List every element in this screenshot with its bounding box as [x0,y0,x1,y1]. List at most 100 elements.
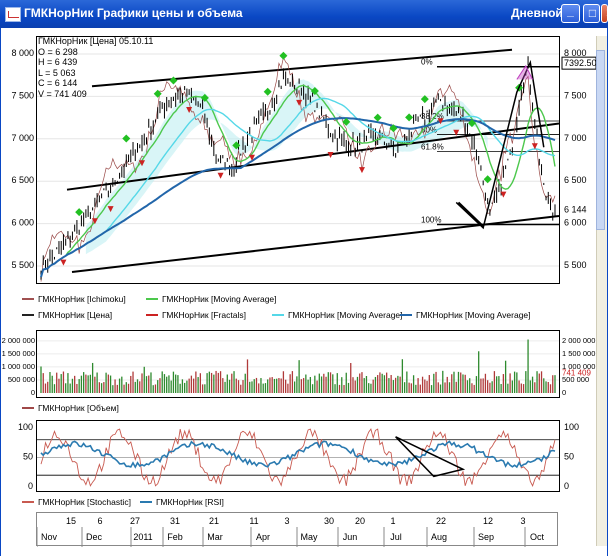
title-bar[interactable]: ГМКНорНик Графики цены и объема Дневной [0,0,608,28]
time-month-label: Jun [343,532,358,542]
osc-left-tick: 100 [18,422,33,432]
osc-right-axis: 100 50 0 [560,420,596,492]
price-right-tick: 7 000 [564,133,587,143]
ma-blue-line [40,117,556,278]
ichimoku-cloud [85,79,488,255]
time-axis[interactable]: 15 6 27 31 21 11 3 30 20 1 22 12 3 Nov Dec 2011 Feb Mar Ap… [36,512,558,547]
volume-right-tick: 1 000 000 [562,362,595,371]
volume-panel[interactable] [36,330,560,398]
fractal-down-marker [296,99,303,106]
price-left-tick: 6 500 [11,175,34,185]
time-month-label: Nov [41,532,58,542]
fractal-down-marker [248,154,255,161]
oscillator-panel[interactable] [36,420,560,492]
legend-label: ГМКНорНик [Fractals] [162,310,246,320]
pink-zigzag [516,64,534,80]
fractal-up-marker [342,117,351,126]
price-left-axis: 8 000 7 500 7 000 6 500 6 000 5 500 [0,36,36,282]
volume-right-axis: 2 000 000 1 500 000 1 000 000 500 000 0 741 4… [560,330,596,400]
ohlc-open: O = 6 298 [38,46,78,57]
price-legend: ГМКНорНик [Ichimoku] ГМКНорНик [Moving Av… [0,293,560,325]
legend-label: ГМКНорНик [Moving Average] [416,310,531,320]
ohlc-high: H = 6 439 [38,57,78,67]
time-day-label: 31 [170,516,180,526]
time-month-label: Dec [86,532,103,542]
fractal-down-marker [139,160,146,167]
legend-label: ГМКНорНик [Цена] [38,310,112,320]
rsi-line [40,440,556,469]
legend-label: ГМКНорНик [Ichimoku] [38,294,126,304]
volume-left-axis: 2 000 000 1 500 000 1 000 000 500 000 0 [0,330,36,400]
time-day-label: 6 [97,516,102,526]
time-month-label: Jul [390,532,402,542]
ma-green-line [40,84,556,278]
fractal-up-marker [122,134,131,143]
volume-chart[interactable] [37,331,559,397]
volume-left-tick: 2 000 000 [2,336,35,345]
fractal-up-marker [75,208,84,217]
price-right-axis: 8 000 7 500 7 000 6 500 6 000 5 500 7392.50 6 1… [560,36,597,282]
close-button[interactable] [601,4,608,23]
fractal-down-marker [453,129,460,136]
time-day-label: 22 [436,516,446,526]
fractal-up-marker [263,87,272,96]
price-high-marker: 7392.50 [564,58,596,68]
fib-label: 61.8% [421,143,444,152]
time-day-label: 3 [520,516,525,526]
osc-right-tick: 50 [564,451,574,461]
volume-right-tick: 500 000 [562,375,589,384]
fractal-up-marker [169,76,178,85]
price-last-marker: 6 144 [564,204,587,214]
time-day-label: 11 [249,516,258,526]
price-panel[interactable]: 0% 38.2% 50% 61.8% 100% [36,36,560,284]
osc-left-tick: 0 [28,481,33,491]
window-title: ГМКНорНик Графики цены и объема [24,6,243,20]
fractal-up-marker [310,87,319,96]
ohlc-volume: V = 741 409 [38,88,87,99]
fractal-down-marker [327,151,334,158]
fib-label: 100% [421,215,441,224]
fractal-up-marker [200,93,209,102]
volume-left-tick: 0 [31,388,35,397]
legend-label: ГМКНорНик [Moving Average] [288,310,403,320]
price-chart[interactable]: 0% 38.2% 50% 61.8% 100% [37,37,559,283]
zigzag-line [455,59,545,230]
time-day-label: 27 [130,516,140,526]
vertical-scrollbar[interactable] [596,36,607,546]
fractal-up-marker [467,119,476,128]
legend-label: ГМКНорНик [Объем] [38,403,119,413]
fractal-down-marker [531,143,538,150]
price-left-tick: 6 000 [11,218,34,228]
ma-cyan-line [40,97,556,278]
oscillator-chart[interactable] [37,421,559,491]
chart-app-icon [5,7,21,22]
trendline-upper [91,48,513,88]
fractal-up-marker [420,95,429,104]
scrollbar-thumb[interactable] [596,50,605,230]
time-month-label: May [300,532,318,542]
fractal-down-marker [358,167,365,174]
price-right-tick: 8 000 [564,48,587,58]
time-month-label: Mar [207,532,223,542]
fib-label: 0% [421,58,433,67]
volume-right-tick: 2 000 000 [562,336,595,345]
trendline-lower [71,214,559,273]
fractal-up-marker [483,175,492,184]
fractal-up-marker [389,124,398,133]
maximize-button[interactable] [583,4,601,23]
ohlc-low: L = 5 063 [38,67,76,78]
fractal-down-marker [437,118,444,125]
fractal-down-marker [217,172,224,179]
volume-left-tick: 500 000 [8,375,35,384]
fractal-down-marker [91,218,98,225]
time-day-label: 21 [209,516,219,526]
time-month-label: 2011 [133,532,152,542]
time-day-label: 3 [284,516,289,526]
minimize-button[interactable] [561,4,580,23]
price-left-tick: 5 500 [11,260,34,270]
fractal-up-marker [279,51,288,60]
price-right-tick: 6 500 [564,175,587,185]
price-right-tick: 6 000 [564,218,587,228]
legend-label: ГМКНорНик [Moving Average] [162,294,277,304]
price-right-tick: 5 500 [564,260,587,270]
